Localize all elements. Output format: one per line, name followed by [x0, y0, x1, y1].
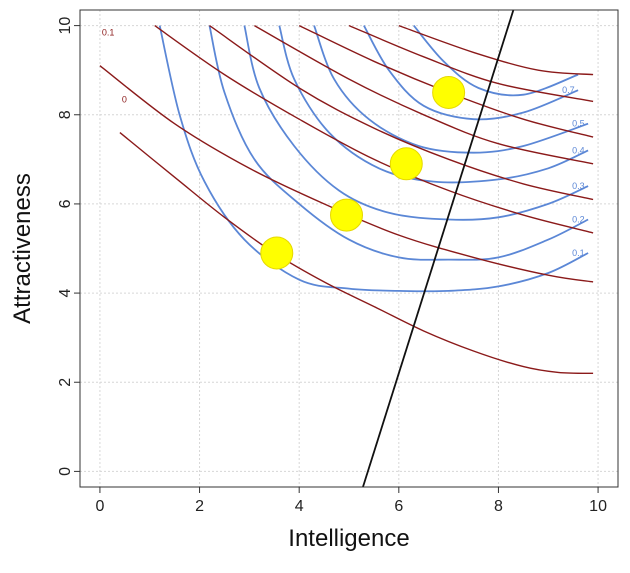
red-contour-label: 0 — [122, 95, 127, 105]
data-point — [330, 198, 364, 232]
reference-line-group — [362, 9, 515, 488]
red-contour-0 — [119, 132, 594, 374]
data-point — [432, 75, 466, 109]
y-tick-label: 4 — [57, 289, 74, 298]
y-tick-label: 0 — [57, 467, 74, 476]
blue-contour-lines: 0.1 0.2 0.3 0.4 0.5 0.7 — [158, 25, 589, 293]
data-point — [389, 147, 423, 181]
x-tick-label: 0 — [95, 498, 104, 515]
blue-contour-0.8 — [413, 25, 579, 97]
x-tick-label: 2 — [195, 498, 204, 515]
x-tick-label: 6 — [394, 498, 403, 515]
blue-contour-label: 0.4 — [572, 145, 585, 155]
blue-contour-0.7 — [363, 25, 579, 121]
red-contour-label: 0.1 — [102, 28, 115, 38]
blue-contour-label: 0.3 — [572, 181, 585, 191]
y-tick-label: 6 — [57, 199, 74, 208]
red-contour-0.4 — [254, 24, 594, 165]
x-tick-label: 8 — [494, 498, 503, 515]
highlight-points — [260, 75, 466, 270]
blue-contour-label: 0.7 — [562, 85, 575, 95]
blue-contour-0.5 — [313, 25, 589, 154]
red-contour-0.2 — [154, 25, 594, 234]
blue-contour-label: 0.2 — [572, 215, 585, 225]
x-axis-title: Intelligence — [288, 525, 409, 552]
red-contour-0.6 — [348, 24, 594, 103]
reference-line — [362, 9, 515, 488]
grid — [80, 10, 618, 487]
y-axis-title: Attractiveness — [9, 173, 36, 324]
y-tick-label: 8 — [57, 110, 74, 119]
x-tick-label: 10 — [589, 498, 607, 515]
red-contour-0.3 — [209, 25, 594, 201]
y-tick-label: 2 — [57, 378, 74, 387]
blue-contour-0.1 — [158, 25, 589, 293]
plot-frame — [79, 9, 619, 488]
x-tick-label: 4 — [295, 498, 304, 515]
blue-contour-0.2 — [208, 25, 589, 261]
red-contour-0.7 — [398, 24, 594, 76]
blue-contour-label: 0.5 — [572, 119, 585, 129]
blue-contour-label: 0.1 — [572, 248, 585, 258]
data-point — [260, 236, 294, 270]
y-tick-label: 10 — [57, 17, 74, 35]
axis-ticks: 0 2 4 6 8 10 0 2 4 6 8 10 — [57, 17, 607, 515]
